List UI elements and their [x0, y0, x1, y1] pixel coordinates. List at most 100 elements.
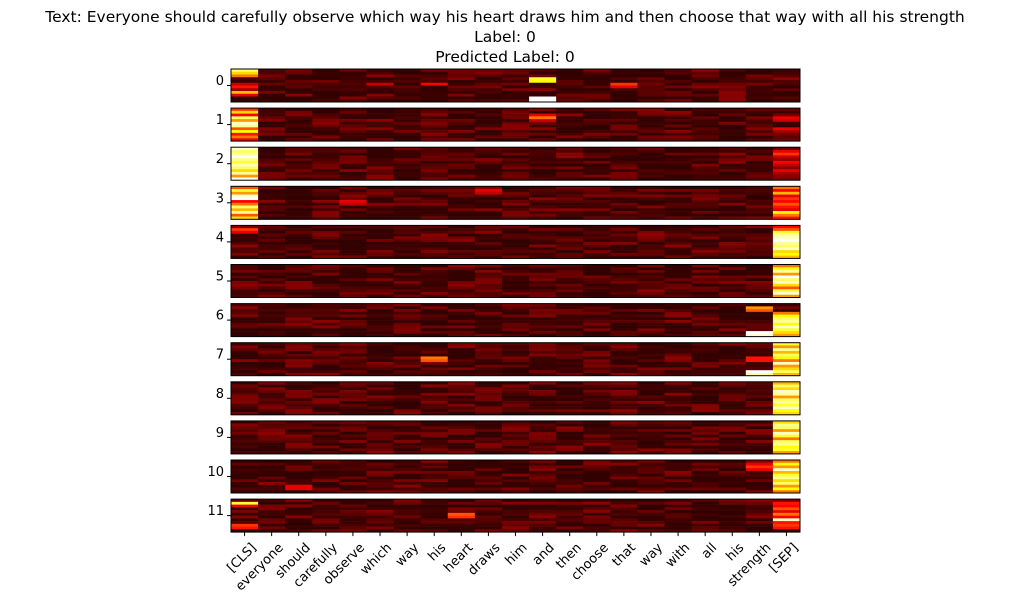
heat-cell — [258, 252, 286, 256]
heat-cell — [258, 197, 286, 201]
heat-cell — [231, 504, 259, 508]
heat-cell — [664, 501, 693, 505]
heat-cell — [366, 250, 394, 254]
heat-cell — [718, 412, 747, 416]
heat-cell — [258, 353, 286, 357]
heat-cell — [583, 529, 611, 533]
heat-cell — [501, 135, 530, 139]
heat-cell — [664, 250, 693, 254]
heat-cell — [637, 370, 665, 374]
heat-cell — [529, 387, 557, 391]
heat-cell — [556, 189, 584, 193]
heat-cell — [366, 409, 394, 413]
heat-cell — [285, 320, 313, 324]
heat-cell — [339, 135, 367, 139]
heat-cell — [258, 158, 286, 162]
heat-cell — [231, 124, 259, 128]
token-label: him — [503, 541, 531, 569]
heat-cell — [231, 82, 259, 86]
heat-cell — [474, 361, 503, 365]
heat-cell — [610, 515, 638, 519]
heat-cell — [231, 387, 259, 391]
heat-cell — [501, 286, 530, 290]
heat-cell — [258, 119, 286, 123]
heat-cell — [393, 482, 422, 486]
heat-cell — [231, 448, 259, 452]
heat-cell — [529, 484, 557, 488]
heat-cell — [637, 445, 665, 449]
heat-cell — [718, 91, 747, 95]
heat-cell — [474, 384, 503, 388]
heat-cell — [285, 515, 313, 519]
heat-cell — [556, 130, 584, 134]
heat-cell — [258, 177, 286, 181]
heat-cell — [285, 501, 313, 505]
heat-cell — [501, 403, 530, 407]
heat-cell — [556, 250, 584, 254]
heat-cell — [664, 270, 693, 274]
heat-cell — [312, 152, 340, 156]
heat-cell — [772, 406, 801, 410]
heat-cell — [691, 490, 720, 494]
heat-cell — [258, 526, 286, 530]
heat-cell — [664, 331, 693, 335]
heat-cell — [393, 166, 422, 170]
heat-cell — [772, 160, 801, 164]
heat-cell — [393, 442, 422, 446]
heat-cell — [393, 88, 422, 92]
heat-cell — [610, 473, 638, 477]
heat-cell — [474, 529, 503, 533]
heat-cell — [393, 529, 422, 533]
heat-cell — [339, 431, 367, 435]
heat-cell — [664, 333, 693, 337]
heat-cell — [231, 429, 259, 433]
heat-cell — [285, 350, 313, 354]
heat-cell — [772, 211, 801, 215]
heat-cell — [339, 225, 367, 229]
heat-cell — [610, 85, 638, 89]
heat-cell — [637, 333, 665, 337]
heat-cell — [610, 451, 638, 455]
heat-cell — [691, 468, 720, 472]
heat-cell — [637, 202, 665, 206]
heat-cell — [664, 138, 693, 142]
heat-cell — [718, 392, 747, 396]
heat-cell — [718, 309, 747, 313]
heat-cell — [420, 390, 449, 394]
heat-cell — [258, 356, 286, 360]
heat-cell — [393, 233, 422, 237]
heat-cell — [772, 149, 801, 153]
heat-cell — [285, 445, 313, 449]
heat-cell — [420, 252, 449, 256]
heat-cell — [583, 434, 611, 438]
heat-cell — [691, 241, 720, 245]
heat-cell — [420, 504, 449, 508]
heat-cell — [583, 445, 611, 449]
heat-cell — [339, 507, 367, 511]
heat-cell — [231, 311, 259, 315]
heat-cell — [610, 345, 638, 349]
heat-cell — [420, 158, 449, 162]
heat-cell — [312, 462, 340, 466]
heat-cell — [231, 191, 259, 195]
heat-cell — [393, 169, 422, 173]
heat-cell — [285, 110, 313, 114]
heat-cell — [664, 328, 693, 332]
heat-cell — [285, 155, 313, 159]
heat-cell — [420, 213, 449, 217]
heat-cell — [447, 345, 476, 349]
heat-cell — [285, 289, 313, 293]
heat-cell — [718, 96, 747, 100]
heat-cell — [420, 471, 449, 475]
heat-cell — [474, 267, 503, 271]
heat-cell — [556, 119, 584, 123]
heat-cell — [231, 406, 259, 410]
heat-cell — [529, 124, 557, 128]
heat-cell — [664, 127, 693, 131]
heat-cell — [312, 331, 340, 335]
heat-cell — [285, 77, 313, 81]
heat-cell — [556, 155, 584, 159]
heat-cell — [312, 434, 340, 438]
heat-cell — [772, 370, 801, 374]
heat-cell — [583, 490, 611, 494]
